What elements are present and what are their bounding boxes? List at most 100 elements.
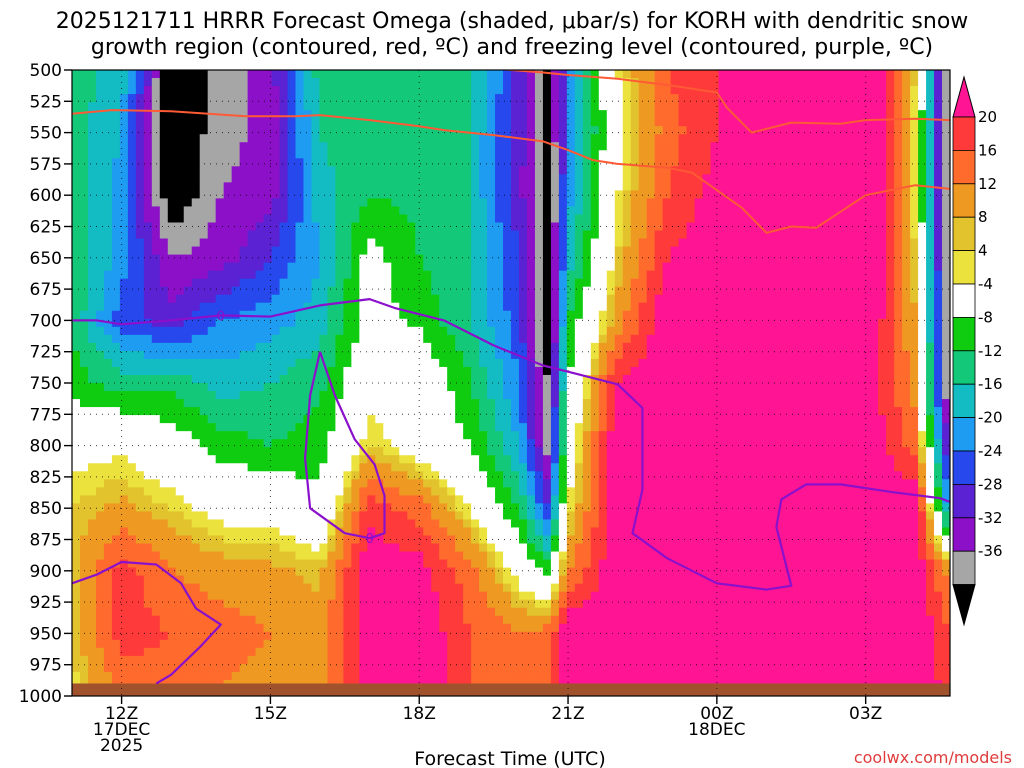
omega-cell: [279, 142, 289, 151]
omega-cell: [471, 94, 480, 103]
omega-cell: [439, 278, 448, 288]
omega-cell: [526, 391, 536, 400]
omega-cell: [271, 423, 281, 432]
omega-cell: [487, 383, 496, 392]
omega-cell: [463, 198, 472, 208]
omega-cell: [534, 254, 544, 264]
omega-cell: [918, 126, 927, 135]
omega-cell: [518, 399, 528, 408]
omega-cell: [327, 318, 336, 328]
omega-cell: [391, 391, 400, 400]
omega-cell: [199, 342, 209, 352]
omega-cell: [479, 222, 488, 232]
omega-cell: [407, 391, 416, 400]
omega-cell: [175, 94, 185, 103]
omega-cell: [279, 150, 289, 159]
omega-cell: [942, 230, 950, 240]
omega-cell: [151, 254, 161, 264]
omega-cell: [439, 342, 448, 352]
omega-cell: [694, 150, 704, 159]
omega-cell: [487, 174, 496, 183]
omega-cell: [135, 294, 145, 304]
omega-cell: [574, 214, 584, 224]
omega-cell: [455, 342, 464, 352]
omega-cell: [926, 126, 935, 135]
omega-cell: [782, 383, 791, 392]
omega-cell: [95, 334, 105, 344]
omega-cell: [582, 86, 592, 95]
omega-cell: [415, 86, 424, 95]
omega-cell: [750, 407, 760, 416]
omega-cell: [678, 110, 688, 119]
omega-cell: [734, 302, 744, 312]
omega-cell: [606, 198, 616, 208]
omega-cell: [934, 94, 943, 103]
omega-cell: [175, 110, 185, 119]
omega-cell: [183, 238, 193, 248]
omega-cell: [766, 134, 775, 143]
omega-cell: [303, 374, 313, 384]
omega-cell: [862, 254, 871, 264]
omega-cell: [167, 238, 177, 248]
omega-cell: [175, 254, 185, 264]
omega-cell: [734, 318, 744, 328]
omega-cell: [383, 110, 392, 119]
omega-cell: [343, 326, 352, 336]
omega-cell: [175, 318, 185, 328]
omega-cell: [375, 415, 384, 424]
omega-cell: [606, 358, 616, 368]
omega-cell: [255, 334, 265, 344]
omega-cell: [487, 310, 496, 320]
omega-cell: [894, 334, 903, 344]
omega-cell: [367, 358, 376, 368]
omega-cell: [742, 110, 752, 119]
omega-cell: [239, 350, 249, 360]
omega-cell: [614, 374, 624, 384]
omega-cell: [742, 270, 752, 280]
omega-cell: [495, 383, 504, 392]
omega-cell: [534, 126, 544, 135]
omega-cell: [870, 286, 879, 296]
omega-cell: [654, 374, 664, 384]
omega-cell: [151, 142, 161, 151]
omega-cell: [319, 190, 329, 200]
omega-cell: [750, 278, 760, 288]
omega-cell: [495, 222, 504, 232]
omega-cell: [726, 262, 736, 272]
omega-cell: [239, 134, 249, 143]
omega-cell: [279, 278, 289, 288]
omega-cell: [726, 334, 736, 344]
omega-cell: [311, 102, 321, 111]
omega-cell: [72, 70, 81, 79]
omega-cell: [415, 334, 424, 344]
omega-cell: [223, 86, 233, 95]
omega-cell: [902, 286, 911, 296]
omega-cell: [95, 310, 105, 320]
omega-cell: [295, 366, 305, 376]
omega-cell: [79, 342, 89, 352]
omega-cell: [423, 166, 432, 175]
omega-cell: [503, 70, 512, 79]
omega-cell: [718, 78, 728, 87]
omega-cell: [159, 374, 169, 384]
omega-cell: [367, 222, 376, 232]
omega-cell: [471, 391, 480, 400]
omega-cell: [766, 302, 775, 312]
omega-cell: [614, 198, 624, 208]
omega-cell: [606, 342, 616, 352]
omega-cell: [263, 358, 273, 368]
omega-cell: [359, 270, 368, 280]
omega-cell: [678, 142, 688, 151]
omega-cell: [670, 407, 680, 416]
omega-cell: [295, 126, 305, 135]
omega-cell: [742, 318, 752, 328]
omega-cell: [606, 318, 616, 328]
omega-cell: [479, 182, 488, 191]
omega-cell: [750, 126, 760, 135]
omega-cell: [598, 294, 608, 304]
omega-cell: [79, 431, 89, 440]
omega-cell: [111, 70, 121, 79]
omega-cell: [526, 158, 536, 167]
omega-cell: [782, 174, 791, 183]
omega-cell: [542, 206, 552, 216]
